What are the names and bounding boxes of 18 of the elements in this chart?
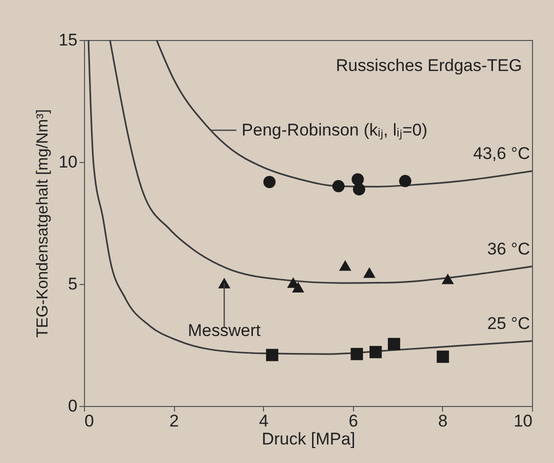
annotation: Peng-Robinson (kᵢⱼ, lᵢⱼ=0) (242, 120, 428, 140)
x-tick-label: 0 (84, 412, 94, 430)
annotation: Russisches Erdgas-TEG (336, 56, 522, 75)
series-label: 43,6 °C (473, 144, 530, 164)
x-tick-label: 2 (169, 412, 179, 430)
series-label: 25 °C (487, 314, 530, 334)
x-tick-label: 6 (348, 412, 358, 430)
x-tick-label: 4 (258, 412, 268, 430)
x-axis-title: Druck [MPa] (262, 430, 356, 448)
y-tick-label: 0 (68, 396, 78, 416)
y-tick-label: 10 (58, 152, 78, 172)
x-tick-label: 10 (514, 412, 532, 430)
y-axis-title: TEG-Kondensatgehalt [mg/Nm³] (34, 109, 52, 338)
series-label: 36 °C (487, 239, 530, 258)
y-tick-label: 5 (68, 274, 78, 294)
annotation: Messwert (188, 321, 261, 340)
y-tick-label: 15 (58, 30, 78, 50)
x-tick-label: 8 (438, 412, 448, 430)
